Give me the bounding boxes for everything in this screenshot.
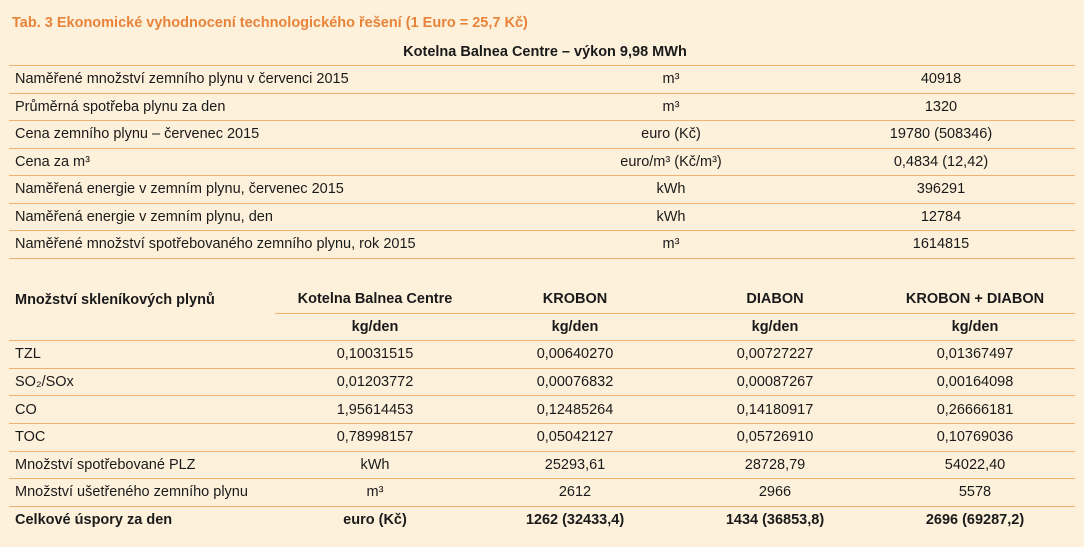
row-unit: m³ bbox=[535, 65, 801, 94]
column-header: DIABON bbox=[675, 286, 875, 314]
cell: 25293,61 bbox=[475, 451, 675, 480]
cell: 0,00640270 bbox=[475, 340, 675, 369]
row-value: 0,4834 (12,42) bbox=[801, 148, 1075, 176]
cell: 0,00727227 bbox=[675, 340, 875, 369]
row-unit: euro (Kč) bbox=[535, 120, 801, 149]
cell: 0,00164098 bbox=[875, 368, 1075, 397]
row-label: Množství spotřebované PLZ bbox=[9, 451, 275, 480]
header-row: Množství skleníkových plynů Kotelna Baln… bbox=[9, 286, 1075, 314]
table-row: SO₂/SOx 0,01203772 0,00076832 0,00087267… bbox=[9, 368, 1075, 397]
cell: 0,12485264 bbox=[475, 395, 675, 424]
table-row: TOC 0,78998157 0,05042127 0,05726910 0,1… bbox=[9, 423, 1075, 452]
row-value: 396291 bbox=[801, 175, 1075, 204]
table-row: CO 1,95614453 0,12485264 0,14180917 0,26… bbox=[9, 395, 1075, 424]
row-label: Naměřená energie v zemním plynu, den bbox=[9, 203, 535, 231]
units-row: kg/den kg/den kg/den kg/den bbox=[9, 313, 1075, 342]
row-label: SO₂/SOx bbox=[9, 368, 275, 397]
row-unit: m³ bbox=[535, 93, 801, 121]
row-value: 40918 bbox=[801, 65, 1075, 94]
row-unit: m³ bbox=[535, 230, 801, 259]
boiler-summary-table: Kotelna Balnea Centre – výkon 9,98 MWh N… bbox=[9, 39, 1075, 259]
cell: 0,01367497 bbox=[875, 340, 1075, 369]
table-row: Průměrná spotřeba plynu za den m³ 1320 bbox=[9, 93, 1075, 121]
cell: 0,10769036 bbox=[875, 423, 1075, 452]
row-label: Cena za m³ bbox=[9, 148, 535, 176]
row-value: 1320 bbox=[801, 93, 1075, 121]
unit-cell: kg/den bbox=[475, 313, 675, 342]
row-label: TOC bbox=[9, 423, 275, 452]
table-row: Naměřená energie v zemním plynu, den kWh… bbox=[9, 203, 1075, 231]
row-label: Naměřené množství zemního plynu v červen… bbox=[9, 65, 535, 94]
row-label: Celkové úspory za den bbox=[15, 512, 173, 529]
table-row: Naměřené množství spotřebovaného zemního… bbox=[9, 230, 1075, 259]
column-header: KROBON + DIABON bbox=[875, 286, 1075, 314]
cell: 2612 bbox=[475, 478, 675, 507]
column-header: KROBON bbox=[475, 286, 675, 314]
row-label: Naměřená energie v zemním plynu, červene… bbox=[9, 175, 535, 204]
row-value: 1614815 bbox=[801, 230, 1075, 259]
row-label: Průměrná spotřeba plynu za den bbox=[9, 93, 535, 121]
row-unit: kWh bbox=[535, 175, 801, 204]
cell: 2696 (69287,2) bbox=[925, 512, 1025, 529]
unit-cell: kg/den bbox=[675, 313, 875, 342]
table-row: Množství ušetřeného zemního plynu m³ 261… bbox=[9, 478, 1075, 507]
cell: 28728,79 bbox=[675, 451, 875, 480]
column-header: Množství skleníkových plynů bbox=[15, 291, 215, 308]
cell: m³ bbox=[275, 478, 475, 507]
cell: 5578 bbox=[875, 478, 1075, 507]
row-value: 12784 bbox=[801, 203, 1075, 231]
cell: 1434 (36853,8) bbox=[725, 512, 825, 529]
table-row: Cena za m³ euro/m³ (Kč/m³) 0,4834 (12,42… bbox=[9, 148, 1075, 176]
cell: 0,00087267 bbox=[675, 368, 875, 397]
empty-cell bbox=[9, 313, 275, 342]
cell: 54022,40 bbox=[875, 451, 1075, 480]
cell: 1,95614453 bbox=[275, 395, 475, 424]
row-label: CO bbox=[9, 395, 275, 424]
row-label: Cena zemního plynu – červenec 2015 bbox=[9, 120, 535, 149]
cell: 0,05042127 bbox=[475, 423, 675, 452]
cell: 0,10031515 bbox=[275, 340, 475, 369]
table-row: Naměřené množství zemního plynu v červen… bbox=[9, 65, 1075, 94]
cell: 0,26666181 bbox=[875, 395, 1075, 424]
column-header: Kotelna Balnea Centre bbox=[275, 286, 475, 314]
total-row: Celkové úspory za den euro (Kč) 1262 (32… bbox=[9, 506, 1075, 533]
table-row: TZL 0,10031515 0,00640270 0,00727227 0,0… bbox=[9, 340, 1075, 369]
unit-cell: kg/den bbox=[875, 313, 1075, 342]
cell: 0,00076832 bbox=[475, 368, 675, 397]
row-unit: kWh bbox=[535, 203, 801, 231]
table-title: Kotelna Balnea Centre – výkon 9,98 MWh bbox=[9, 39, 1075, 66]
cell: 0,14180917 bbox=[675, 395, 875, 424]
cell: 0,05726910 bbox=[675, 423, 875, 452]
cell: kWh bbox=[275, 451, 475, 480]
cell: euro (Kč) bbox=[343, 512, 407, 529]
greenhouse-gas-table: Množství skleníkových plynů Kotelna Baln… bbox=[9, 286, 1075, 533]
row-value: 19780 (508346) bbox=[801, 120, 1075, 149]
table-row: Množství spotřebované PLZ kWh 25293,61 2… bbox=[9, 451, 1075, 480]
row-label: Množství ušetřeného zemního plynu bbox=[9, 478, 275, 507]
table-row: Cena zemního plynu – červenec 2015 euro … bbox=[9, 120, 1075, 149]
table-caption: Tab. 3 Ekonomické vyhodnocení technologi… bbox=[12, 15, 528, 31]
row-unit: euro/m³ (Kč/m³) bbox=[535, 148, 801, 176]
row-label: Naměřené množství spotřebovaného zemního… bbox=[9, 230, 535, 259]
table-row: Naměřená energie v zemním plynu, červene… bbox=[9, 175, 1075, 204]
cell: 0,01203772 bbox=[275, 368, 475, 397]
unit-cell: kg/den bbox=[275, 313, 475, 342]
cell: 2966 bbox=[675, 478, 875, 507]
row-label: TZL bbox=[9, 340, 275, 369]
cell: 0,78998157 bbox=[275, 423, 475, 452]
cell: 1262 (32433,4) bbox=[525, 512, 625, 529]
